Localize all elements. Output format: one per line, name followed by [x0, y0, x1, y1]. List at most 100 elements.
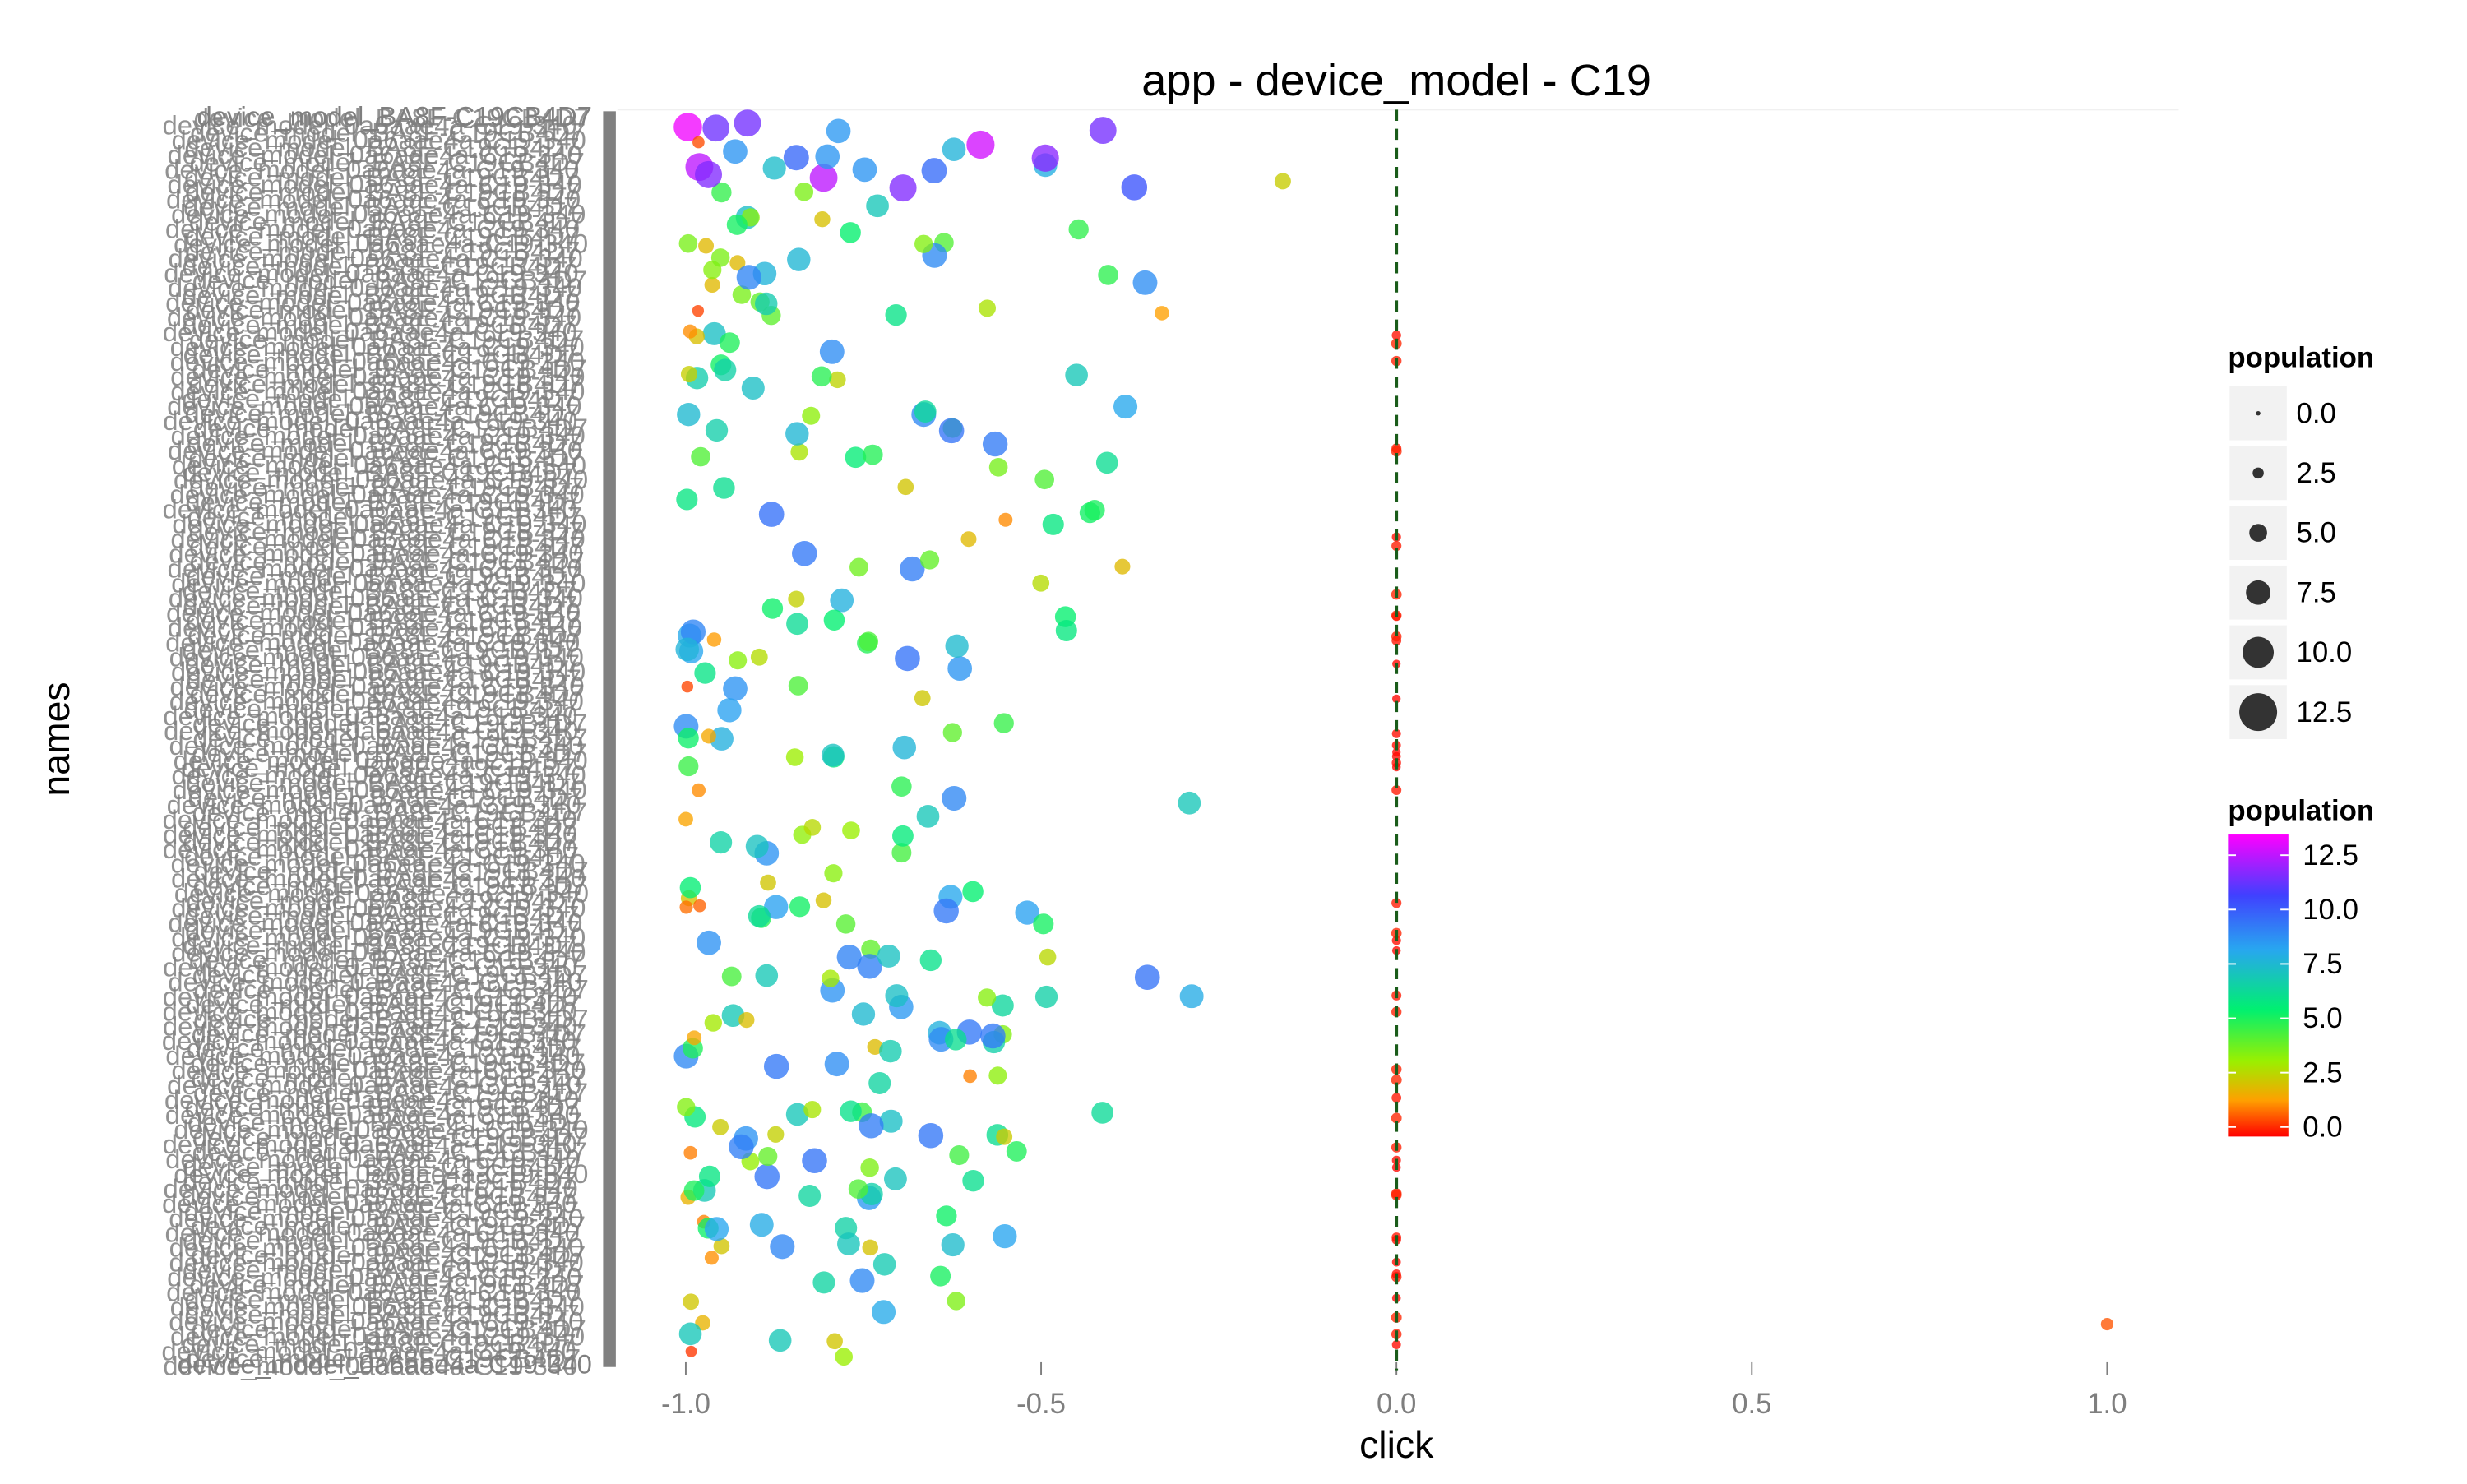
scatter-point: [1391, 898, 1402, 908]
y-tick-label: device_model_BA8F-C19CB4D7: [187, 502, 582, 532]
size-legend-symbol: [2239, 693, 2278, 732]
y-tick-label: device_model_BA8F-C19CB4D7: [192, 723, 587, 753]
y-tick-label: device_model_0a6aae4a-C19-340: [169, 686, 584, 716]
y-tick-label: device_model_BA8F-C19CB4D7: [182, 280, 576, 310]
scatter-point: [836, 944, 862, 970]
y-tick-label: device_model_0a6aae4a-C19-340: [170, 1320, 585, 1351]
y-tick-label: device_model_BA8F-C19CB4D7: [181, 1328, 576, 1358]
y-tick-label: device_model_0a6aae4a-C19-340: [166, 1277, 581, 1307]
size-legend: population 0.0 2.5 5.0 7.5 10.0 12.5: [2228, 342, 2374, 740]
scatter-point: [941, 1232, 965, 1257]
y-tick-label: device_model_BA8F-C19CB4D7: [192, 1018, 586, 1048]
y-tick-label: device_model_BA8F-C19CB4D7: [181, 1181, 576, 1211]
scatter-point: [713, 477, 735, 499]
scatter-point: [798, 1185, 822, 1208]
scatter-point: [1032, 574, 1050, 592]
scatter-point: [1084, 500, 1105, 521]
scatter-point: [1391, 1112, 1402, 1124]
scatter-point: [1089, 117, 1117, 144]
scatter-point: [1113, 395, 1138, 419]
color-legend-label: 7.5: [2303, 948, 2342, 980]
scatter-point: [988, 1066, 1007, 1085]
y-tick-label: device_model_0a6aae4a-C19-340: [171, 893, 586, 923]
y-tick-label: device_model_BA8F-C19CB4D7: [183, 575, 577, 605]
y-tick-label: device_model_BA8F-C19CB4D7: [186, 1343, 581, 1373]
scatter-point: [885, 984, 909, 1008]
y-tick-label: device_model_0a6aae4a-C19-340: [163, 981, 577, 1011]
scatter-point: [963, 1069, 977, 1084]
scatter-point: [701, 728, 716, 744]
y-tick-label: device_model_0a6aae4a-C19-340: [163, 951, 577, 982]
scatter-point: [996, 1128, 1013, 1145]
scatter-point: [790, 443, 808, 461]
scatter-point: [849, 557, 868, 577]
scatter-point: [998, 512, 1013, 527]
y-tick-label: device_model_0a6aae4a-C19-340: [170, 361, 585, 391]
scatter-point: [819, 339, 845, 364]
y-tick-label: device_model_BA8F-C19CB4D7: [194, 973, 589, 1004]
y-tick-label: device_model_0a6aae4a-C19-340: [169, 641, 584, 672]
scatter-point: [1391, 1093, 1402, 1103]
y-tick-label: device_model_BA8F-C19CB4D7: [184, 841, 579, 871]
scatter-point: [763, 1053, 789, 1079]
y-tick-label: device_model_0a6aae4a-C19-340: [173, 774, 587, 805]
scatter-point: [692, 783, 706, 797]
scatter-point: [683, 1293, 700, 1311]
scatter-point: [755, 292, 778, 316]
scatter-point: [982, 431, 1008, 457]
scatter-point: [988, 458, 1008, 477]
y-tick-label: device_model_0a6aae4a-C19-340: [161, 1335, 576, 1366]
y-tick-label-bottom: device_model_0a6aae4a-C19-340: [178, 1348, 592, 1379]
y-tick-label: device_model_0a6aae4a-C19-340: [163, 317, 577, 347]
y-tick-label: device_model_0a6aae4a-C19-340: [165, 1218, 580, 1248]
scatter-point: [764, 895, 789, 919]
scatter-point: [1098, 265, 1118, 285]
scatter-point: [852, 157, 877, 183]
y-tick-label: device_model_BA8F-C19CB4D7: [192, 708, 587, 738]
y-tick-label: device_model_BA8F-C19CB4D7: [184, 1284, 579, 1315]
size-legend-symbol: [2243, 636, 2275, 668]
scatter-point: [678, 811, 693, 827]
y-tick-label-top: device_model_BA8F-C19CB4D7: [197, 101, 591, 132]
scatter-point: [675, 637, 700, 662]
y-tick-label: device_model_0a6aae4a-C19-340: [171, 420, 586, 451]
scatter-point: [723, 139, 748, 164]
scatter-point: [1391, 1075, 1402, 1086]
scatter-point: [754, 1163, 780, 1190]
scatter-point: [710, 831, 733, 854]
scatter-point: [760, 874, 776, 891]
color-legend-label: 0.0: [2303, 1111, 2342, 1143]
y-tick-label: device_model_0a6aae4a-C19-340: [169, 1203, 583, 1233]
scatter-point: [758, 502, 785, 527]
y-tick-label: device_model_0a6aae4a-C19-340: [171, 656, 586, 687]
scatter-point: [745, 834, 769, 858]
y-tick-label: device_model_0a6aae4a-C19-340: [170, 376, 585, 406]
scatter-point: [891, 843, 912, 863]
scatter-point: [980, 1023, 1006, 1049]
scatter-point: [812, 1271, 835, 1294]
y-tick-label: device_model_BA8F-C19CB4D7: [186, 560, 581, 590]
y-tick-label: device_model_BA8F-C19CB4D7: [185, 220, 580, 251]
scatter-point: [1391, 540, 1402, 552]
scatter-point: [993, 1224, 1017, 1249]
scatter-point: [960, 531, 977, 548]
y-tick-label: device_model_0a6aae4a-C19-340: [168, 612, 582, 642]
scatter-point: [826, 1333, 843, 1350]
y-axis-label-smear-bar: [603, 111, 616, 1367]
scatter-point: [788, 590, 805, 608]
y-tick-label: device_model_BA8F-C19CB4D7: [183, 589, 577, 620]
scatter-point: [1391, 728, 1401, 738]
scatter-point: [892, 825, 914, 847]
y-tick-label: device_model_0a6aae4a-C19-340: [164, 1084, 579, 1115]
scatter-point: [1039, 948, 1057, 966]
y-tick-label: device_model_0a6aae4a-C19-340: [169, 582, 583, 613]
color-legend-label: 12.5: [2303, 839, 2358, 871]
y-tick-label: device_model_0a6aae4a-C19-340: [168, 966, 582, 996]
y-tick-label: device_model_0a6aae4a-C19-340: [163, 1350, 577, 1380]
scatter-point: [755, 964, 779, 987]
y-tick-label: device_model_0a6aae4a-C19-340: [169, 1306, 583, 1337]
scatter-point: [822, 969, 840, 987]
scatter-point: [889, 174, 917, 202]
y-tick-label: device_model_0a6aae4a-C19-340: [171, 848, 586, 879]
